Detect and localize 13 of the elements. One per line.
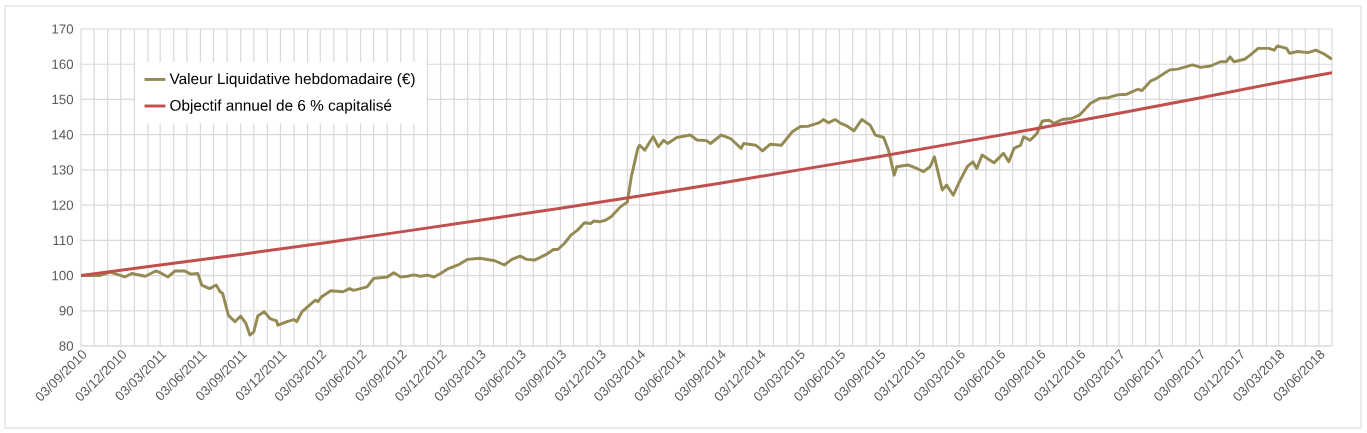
y-tick-label: 130	[52, 165, 74, 175]
y-tick-label: 140	[52, 129, 74, 140]
y-tick-label: 120	[52, 200, 74, 210]
y-tick-label: 160	[52, 59, 74, 69]
y-tick-label: 150	[52, 94, 74, 105]
y-tick-label: 90	[59, 306, 74, 316]
line-series	[81, 71, 1333, 278]
y-tick-label: 110	[53, 235, 74, 246]
y-tick-label: 100	[52, 270, 74, 281]
legend-label: Objectif annuel de 6 % capitalisé	[170, 99, 392, 114]
y-tick-label: 80	[59, 341, 74, 351]
y-tick-label: 170	[52, 24, 74, 34]
legend-label: Valeur Liquidative hebdomadaire (€)	[169, 72, 415, 88]
